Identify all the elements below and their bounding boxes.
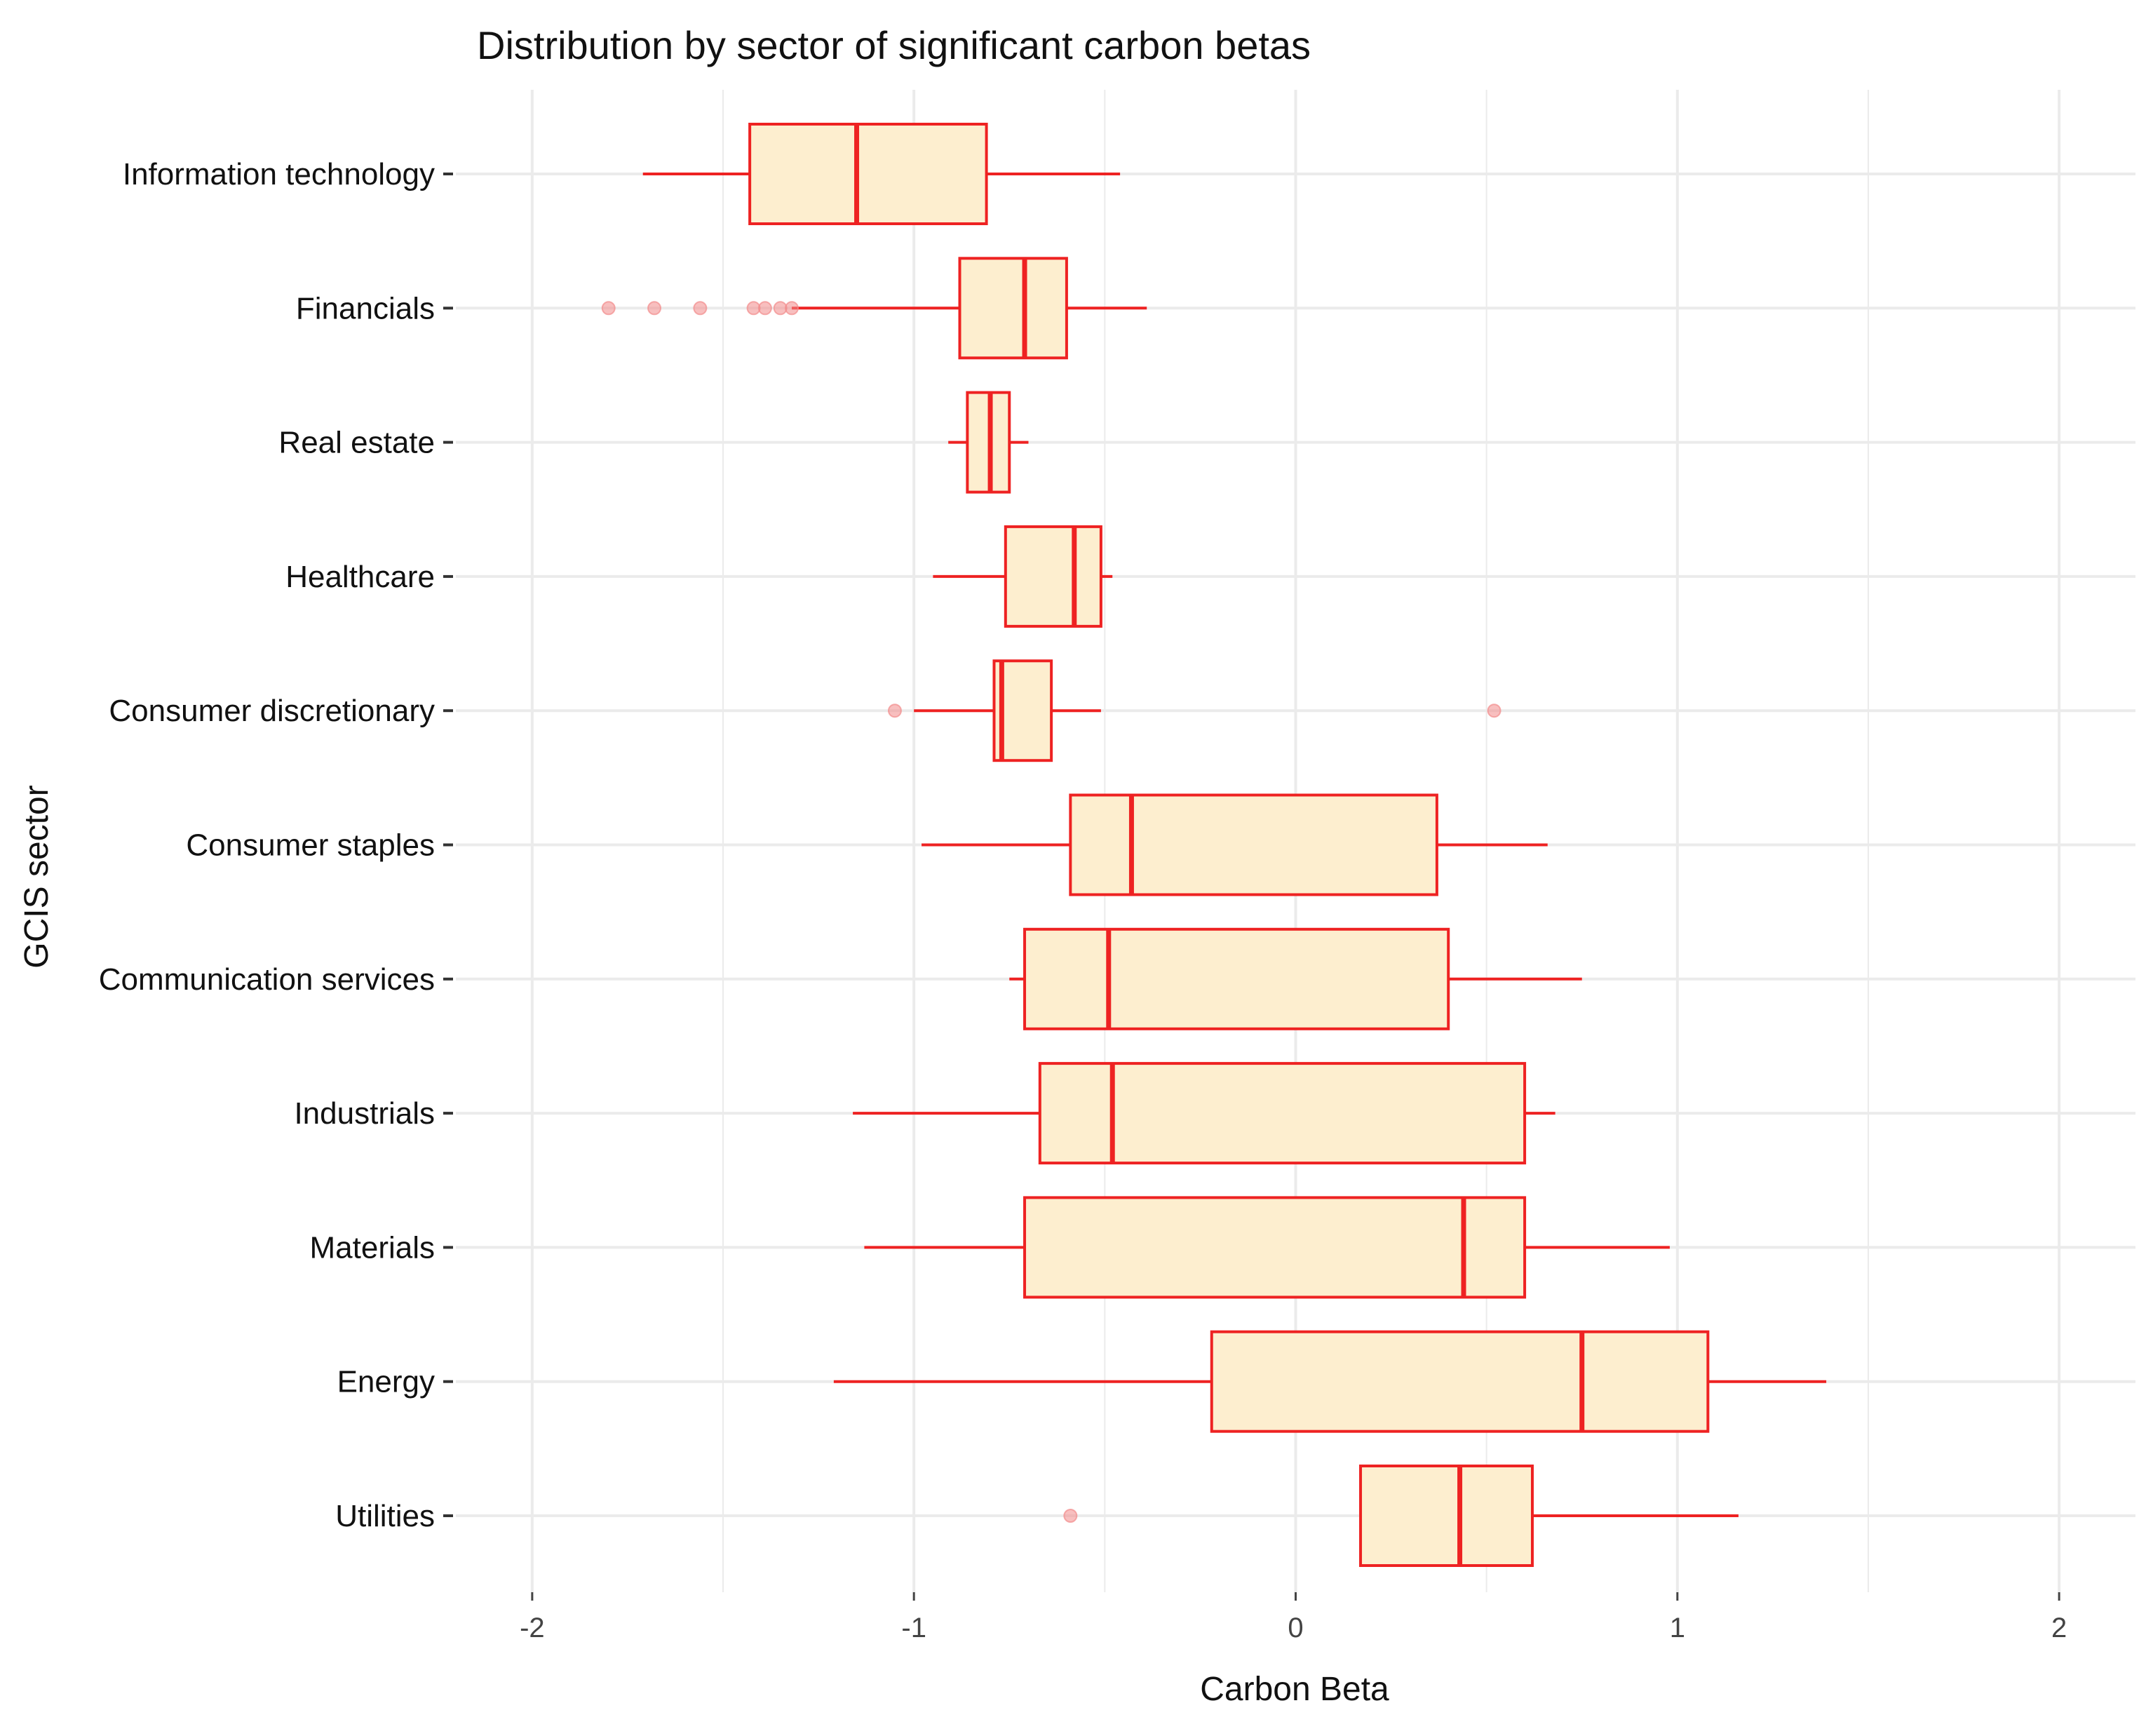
y-tick-label: Materials (310, 1230, 436, 1265)
y-tick-label: Real estate (278, 426, 435, 460)
outlier-point (647, 301, 662, 316)
x-tick-label: 2 (2051, 1613, 2067, 1643)
outlier-point (757, 301, 772, 316)
outlier-point (693, 301, 708, 316)
y-tick-label: Information technology (123, 157, 435, 191)
iqr-box (1069, 793, 1438, 896)
x-tick-label: -1 (901, 1613, 926, 1643)
outlier-point (773, 301, 788, 316)
box-4 (887, 659, 1501, 762)
box-9 (833, 1330, 1827, 1433)
y-tick-label: Energy (337, 1365, 435, 1399)
y-tick-label: Consumer staples (186, 828, 435, 863)
box-3 (933, 525, 1113, 628)
y-tick-label: Consumer discretionary (109, 694, 435, 728)
outlier-point (1063, 1509, 1078, 1523)
y-tick-label: Industrials (294, 1096, 435, 1131)
outlier-point (746, 301, 761, 316)
box-2 (948, 391, 1029, 494)
boxes (601, 123, 1827, 1567)
iqr-box (1210, 1330, 1710, 1433)
y-tick-label: Utilities (335, 1499, 435, 1533)
iqr-box (1359, 1465, 1534, 1567)
outlier-point (601, 301, 616, 316)
box-8 (864, 1196, 1670, 1299)
outlier-point (887, 704, 902, 718)
iqr-box (1038, 1062, 1527, 1165)
iqr-box (748, 123, 988, 225)
y-tick-label: Financials (296, 291, 435, 325)
box-7 (853, 1062, 1555, 1165)
box-1 (601, 257, 1147, 360)
box-0 (642, 123, 1121, 225)
box-10 (1063, 1465, 1739, 1567)
chart-title: Distribution by sector of significant ca… (477, 23, 1311, 67)
iqr-box (1004, 525, 1102, 628)
iqr-box (1023, 1196, 1527, 1299)
x-tick-label: 0 (1288, 1613, 1303, 1643)
iqr-box (958, 257, 1068, 360)
iqr-box (1023, 927, 1450, 1030)
y-tick-label: Communication services (99, 962, 435, 997)
x-tick-label: -2 (520, 1613, 545, 1643)
x-axis-title: Carbon Beta (1200, 1671, 1389, 1708)
x-tick-label: 1 (1670, 1613, 1685, 1643)
x-axis: -2 -1 0 1 2 (520, 1592, 2067, 1643)
y-tick-label: Healthcare (285, 560, 435, 594)
box-6 (1009, 927, 1582, 1030)
box-5 (922, 793, 1548, 896)
outlier-point (1487, 704, 1501, 718)
y-axis: Information technology Financials Real est… (99, 157, 453, 1533)
outlier-point (785, 301, 799, 316)
y-axis-title: GCIS sector (18, 785, 55, 968)
